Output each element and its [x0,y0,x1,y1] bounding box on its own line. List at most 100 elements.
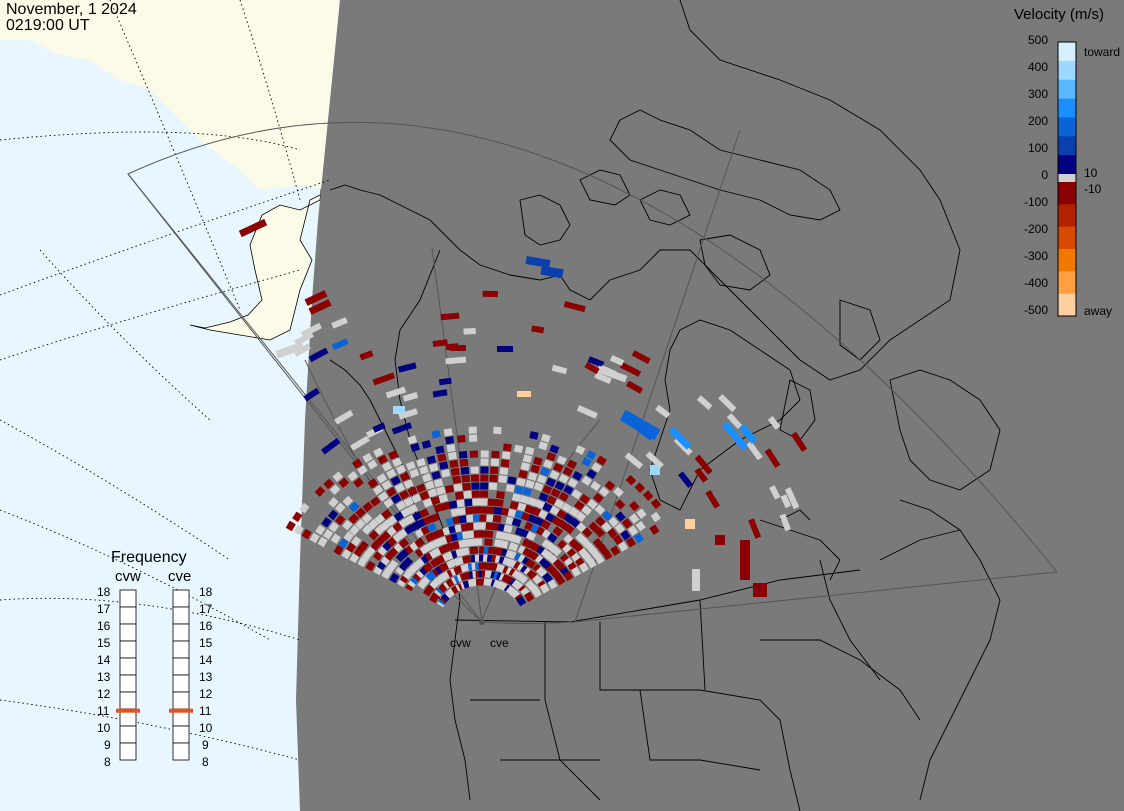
scatter-cell [293,524,304,536]
scatter-cell [403,479,414,489]
scatter-cell [500,507,510,517]
scatter-cell [419,508,430,518]
scatter-cell [465,506,474,515]
radar-label-cve: cve [490,636,509,650]
scatter-cell [482,290,498,298]
velocity-tick-label: 0 [1041,168,1048,182]
scatter-cell [412,511,423,522]
scatter-cell [355,518,366,530]
scatter-cell [558,491,570,502]
scatter-cell [629,513,640,524]
frequency-tick-right: 16 [199,619,213,633]
scatter-cell [472,514,482,522]
colorbar-toward-segment [1058,42,1076,62]
scatter-cell [533,456,543,466]
scatter-cell [769,485,781,500]
colorbar-toward-segment [1058,155,1076,175]
scatter-cell [436,486,446,496]
scatter-cell [448,500,458,509]
scatter-cell [431,470,441,480]
scatter-cell [570,566,582,577]
scatter-cell [507,476,517,485]
scatter-cell [334,502,346,514]
scatter-cell [625,537,636,548]
scatter-cell [397,362,417,373]
velocity-tick-label: -200 [1023,222,1048,236]
graticule-lines [0,0,331,761]
scatter-cell [547,532,558,544]
scatter-cell [321,437,341,455]
scatter-cell [376,473,388,484]
scatter-cell [590,480,601,492]
scatter-cell [453,483,463,492]
scatter-cell [468,426,477,434]
frequency-tick-right: 9 [202,738,209,752]
scatter-cell [367,478,379,489]
scatter-cell [327,509,339,521]
frequency-columns [116,589,193,761]
scatter-cell [353,477,364,488]
scatter-cell [635,520,646,532]
colorbar-ground-scatter-segment [1058,174,1076,182]
scatter-cell [470,474,480,482]
scatter-cell [568,506,580,518]
scatter-cell [403,496,414,507]
scatter-cell [613,486,624,498]
scatter-cell [474,538,483,546]
scatter-cell [293,343,311,357]
scatter-cell [498,539,509,549]
colorbar-toward-segment [1058,60,1076,81]
colorbar-away-segment [1058,182,1076,205]
scatter-cell [588,521,600,533]
scatter-cell [499,467,509,476]
scatter-cell [424,480,435,490]
scatter-cell [533,482,544,492]
scatter-cell [460,547,470,556]
velocity-tick-label: -300 [1023,249,1048,263]
frequency-cell [119,742,137,761]
scatter-cell [549,505,560,516]
scatter-cell [523,591,535,603]
scatter-cell [430,495,441,506]
scatter-cell [722,421,748,451]
scatter-cell [304,290,328,306]
scatter-cell [780,494,792,509]
scatter-cell [438,377,452,386]
scatter-cell [480,450,489,458]
scatter-cell [472,506,481,514]
scatter-cell [529,431,539,440]
scatter-cell [490,458,500,467]
frequency-cell [119,657,137,676]
scatter-cell [553,462,564,473]
scatter-cell [470,466,479,474]
scatter-cell [480,466,489,474]
velocity-tick-label: 400 [1027,60,1048,74]
scatter-cell [581,475,592,486]
scatter-cell [421,473,432,483]
scatter-cell [469,450,479,458]
scatter-cell [538,441,549,451]
scatter-cell [463,328,476,335]
frequency-tick-left: 18 [97,585,111,599]
frequency-tick-right: 12 [199,687,213,701]
scatter-cell [596,455,607,466]
frequency-cell [119,623,137,642]
scatter-cell [452,475,462,484]
scatter-cell [441,501,451,511]
frequency-cell [119,640,137,659]
scatter-cell [372,422,386,433]
scatter-cell [388,450,399,460]
scatter-cell [753,583,767,597]
scatter-cell [480,490,489,498]
scatter-cell [514,485,524,495]
scatter-cell [484,530,494,538]
scatter-cell [516,595,527,607]
colorbar-away-segment [1058,249,1076,272]
scatter-cell [393,406,405,414]
frequency-tick-right: 11 [199,704,212,718]
scatter-cell [463,490,472,499]
scatter-cell [348,501,360,513]
scatter-cell [547,579,558,590]
frequency-tick-left: 17 [97,602,111,616]
scatter-cell [449,459,459,468]
